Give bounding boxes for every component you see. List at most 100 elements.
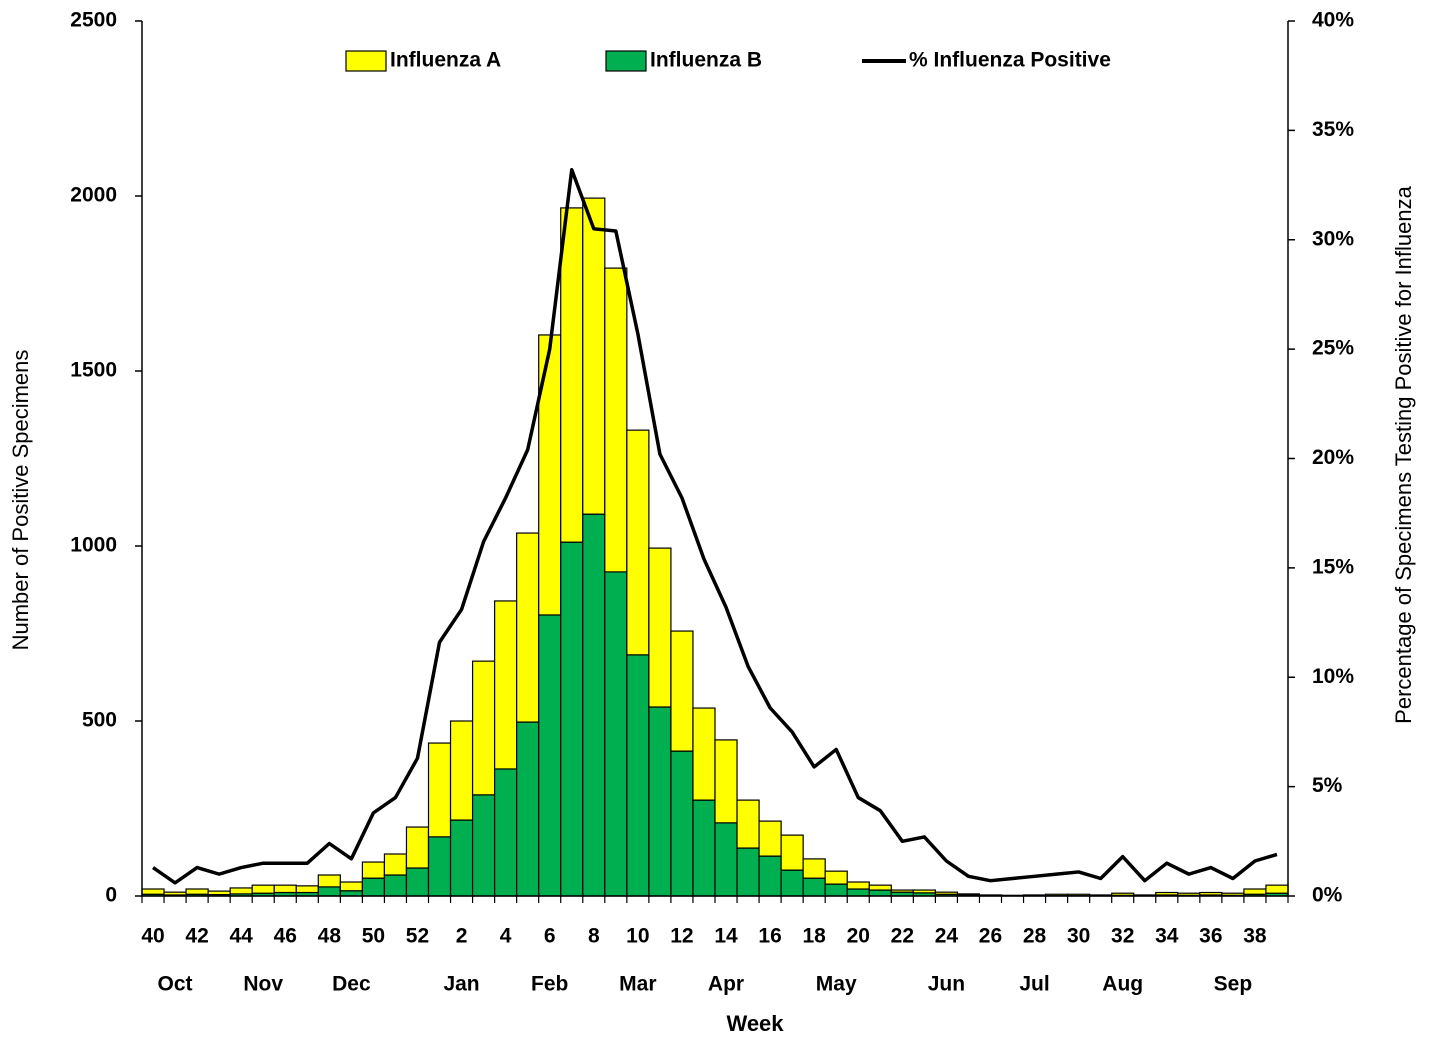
y-tick-label: 2500 <box>70 9 117 32</box>
bar <box>736 847 760 897</box>
y-tick-label: 500 <box>82 709 117 732</box>
month-label: Jul <box>1019 973 1049 996</box>
bar <box>494 768 518 897</box>
bar <box>1155 891 1179 896</box>
bar <box>427 836 452 897</box>
month-label: Jan <box>443 973 479 996</box>
x-tick-label: 22 <box>891 925 914 948</box>
bar <box>714 739 738 824</box>
bar <box>471 660 496 796</box>
bar <box>736 799 760 849</box>
bar <box>427 742 452 838</box>
x-tick-label: 36 <box>1199 925 1222 948</box>
x-tick-label: 16 <box>758 925 781 948</box>
x-tick-label: 32 <box>1111 925 1134 948</box>
y-tick-label: 0 <box>105 884 117 907</box>
bar <box>1111 892 1135 896</box>
month-label: May <box>816 973 857 996</box>
bar <box>449 819 474 897</box>
bar <box>648 547 672 708</box>
bar <box>185 888 209 895</box>
bar <box>405 867 430 897</box>
bar <box>714 822 738 897</box>
bar <box>317 886 341 897</box>
bar <box>141 888 165 895</box>
bar <box>538 614 562 897</box>
bar <box>494 600 518 770</box>
bar <box>471 794 496 897</box>
bar <box>758 855 782 897</box>
month-label: Dec <box>332 973 371 996</box>
x-tick-label: 52 <box>406 925 429 948</box>
y2-tick-label: 15% <box>1312 555 1354 578</box>
y2-tick-label: 40% <box>1312 9 1354 32</box>
month-label: Jun <box>928 973 965 996</box>
bar <box>1199 891 1223 896</box>
bar <box>670 750 694 897</box>
x-tick-label: 10 <box>626 925 649 948</box>
bar <box>207 890 231 896</box>
bar <box>934 891 959 895</box>
month-label: Oct <box>158 973 193 996</box>
bar <box>868 889 892 897</box>
bar <box>516 721 540 897</box>
x-tick-label: 34 <box>1155 925 1179 948</box>
x-tick-label: 6 <box>544 925 556 948</box>
x-tick-label: 20 <box>847 925 870 948</box>
x-tick-label: 12 <box>670 925 693 948</box>
bar <box>582 513 606 897</box>
x-tick-label: 40 <box>141 925 164 948</box>
month-label: Sep <box>1214 973 1253 996</box>
month-label: Nov <box>243 973 283 996</box>
x-tick-label: 28 <box>1023 925 1047 948</box>
bar <box>273 884 297 894</box>
y-tick-label: 1500 <box>70 359 117 382</box>
bar <box>604 267 628 573</box>
bar <box>1243 888 1267 895</box>
bar <box>229 887 253 895</box>
bar <box>1265 884 1289 894</box>
bar <box>626 429 650 656</box>
y2-tick-label: 35% <box>1312 118 1354 141</box>
bar <box>802 877 826 897</box>
x-tick-label: 2 <box>456 925 468 948</box>
y2-axis-label: Percentage of Specimens Testing Positive… <box>1391 185 1416 723</box>
legend-label: Influenza B <box>650 49 762 72</box>
bar <box>339 881 363 892</box>
x-tick-label: 50 <box>362 925 385 948</box>
month-label: Mar <box>619 973 656 996</box>
y2-tick-label: 5% <box>1312 774 1343 797</box>
legend-swatch <box>605 50 647 72</box>
bar <box>516 532 540 723</box>
x-tick-label: 8 <box>588 925 600 948</box>
x-tick-label: 30 <box>1067 925 1090 948</box>
bar <box>560 207 584 543</box>
bar <box>824 883 848 897</box>
x-tick-label: 48 <box>318 925 342 948</box>
bar <box>383 874 408 897</box>
bar <box>383 853 408 876</box>
x-tick-label: 14 <box>714 925 738 948</box>
bar <box>163 891 187 896</box>
bar <box>251 884 275 894</box>
bar <box>868 884 892 891</box>
legend-label: Influenza A <box>390 49 501 72</box>
bar <box>582 197 606 515</box>
bar <box>361 877 386 897</box>
bar <box>560 541 584 897</box>
month-label: Aug <box>1102 973 1143 996</box>
y-axis-label: Number of Positive Specimens <box>8 350 33 651</box>
x-tick-label: 24 <box>935 925 959 948</box>
bar <box>956 893 981 896</box>
month-label: Feb <box>531 973 568 996</box>
y2-tick-label: 10% <box>1312 665 1354 688</box>
bar <box>802 858 826 879</box>
bar <box>824 870 848 885</box>
bar <box>604 571 628 897</box>
y2-tick-label: 20% <box>1312 446 1354 469</box>
y-tick-label: 2000 <box>70 184 117 207</box>
bar <box>846 888 870 897</box>
x-tick-label: 4 <box>500 925 512 948</box>
bar <box>1221 892 1245 896</box>
